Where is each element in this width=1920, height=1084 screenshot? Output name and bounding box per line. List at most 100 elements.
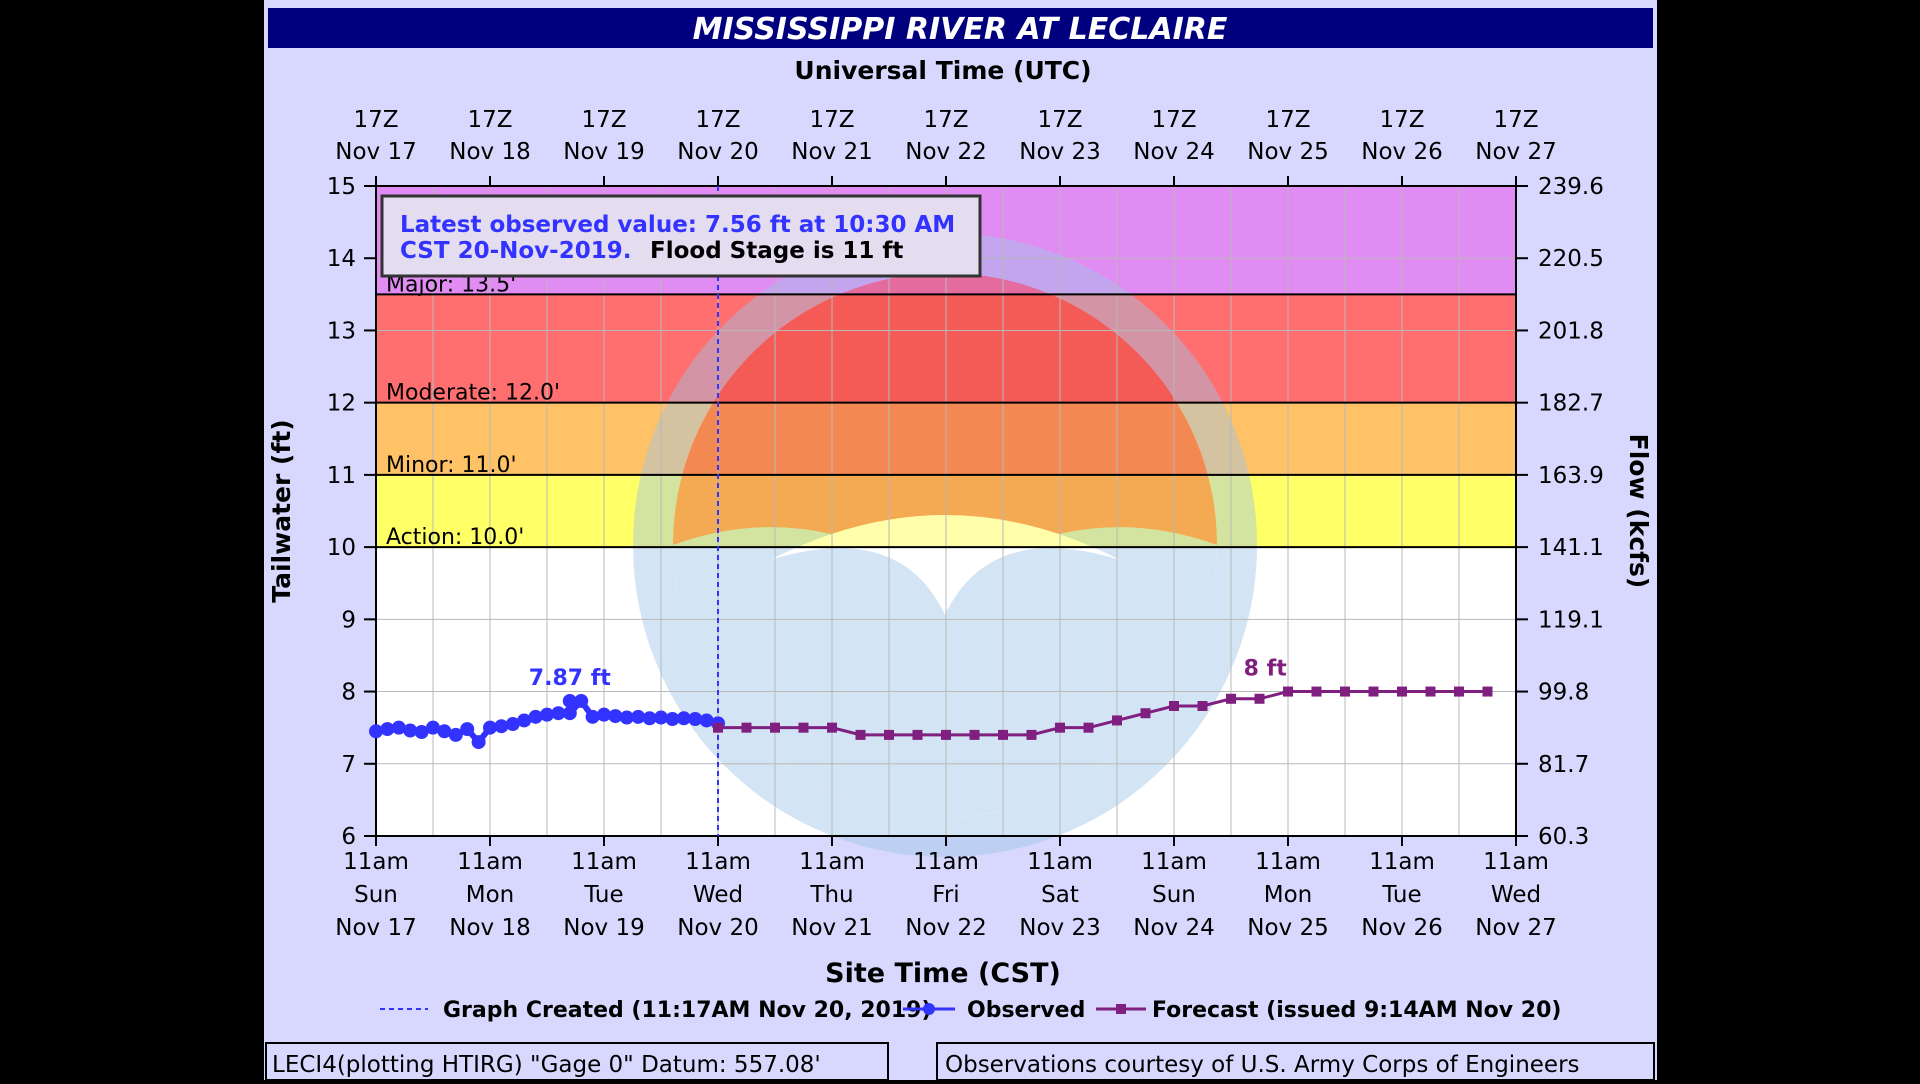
top-tick-time: 17Z (467, 107, 512, 133)
y-tick-label: 10 (327, 535, 356, 561)
y-axis-label: Tailwater (ft) (267, 419, 296, 602)
observed-point (619, 710, 634, 725)
forecast-point (1026, 729, 1037, 740)
legend-graph-created-label: Graph Created (11:17AM Nov 20, 2019) (443, 998, 932, 1023)
observed-point (642, 711, 657, 726)
y-tick-label: 12 (327, 391, 356, 417)
top-axis-title: Universal Time (UTC) (794, 56, 1091, 85)
bottom-tick-day: Thu (809, 882, 853, 908)
x-axis-label: Site Time (CST) (825, 958, 1061, 989)
forecast-point (798, 722, 809, 733)
forecast-point (884, 729, 894, 740)
forecast-point (1454, 686, 1464, 697)
observed-point (505, 717, 520, 732)
forecast-point (1254, 693, 1265, 704)
noaa-seal-bird (770, 515, 1120, 615)
top-tick-time: 17Z (695, 107, 740, 133)
legend-forecast-label: Forecast (issued 9:14AM Nov 20) (1152, 998, 1561, 1023)
noaa-seal-upper-half (673, 273, 1217, 585)
left-axis-ticks: 6 7 8 9 10 11 12 13 14 15 (327, 174, 376, 850)
bottom-tick-day: Sun (1152, 882, 1196, 908)
chart-title: MISSISSIPPI RIVER AT LECLAIRE (693, 12, 1228, 47)
bottom-tick-day: Mon (466, 882, 515, 908)
bottom-tick-date: Nov 22 (905, 915, 986, 941)
y2-tick-label: 60.3 (1538, 824, 1589, 850)
observed-point (369, 724, 383, 739)
observed-point (471, 735, 486, 750)
top-tick-date: Nov 18 (449, 139, 530, 165)
forecast-point (855, 729, 866, 740)
observed-point (585, 709, 600, 724)
forecast-point (1112, 715, 1122, 726)
observed-point (665, 712, 680, 726)
series-forecast: 8 ft (713, 657, 1493, 740)
y2-axis-label: Flow (kcfs) (1624, 434, 1653, 589)
observed-point (676, 711, 691, 726)
flood-label-action: Action: 10.0' (386, 525, 524, 550)
bottom-tick-date: Nov 19 (563, 915, 644, 941)
noaa-watermark (633, 233, 1257, 857)
top-tick-date: Nov 19 (563, 139, 644, 165)
bottom-tick-date: Nov 23 (1019, 915, 1100, 941)
top-tick-time: 17Z (1493, 107, 1538, 133)
y-tick-label: 15 (327, 174, 356, 200)
bottom-tick-date: Nov 20 (677, 915, 758, 941)
series-layer: 7.87 ft 8 ft (369, 657, 1493, 750)
bottom-axis-ticks: 11am Sun Nov 17 11am Mon Nov 18 11am Tue Nov 19 1… (335, 836, 1557, 941)
top-tick-date: Nov 27 (1475, 139, 1556, 165)
y-tick-label: 8 (341, 680, 356, 706)
top-tick-time: 17Z (353, 107, 398, 133)
bottom-tick-day: Sun (354, 882, 398, 908)
bottom-tick-date: Nov 27 (1475, 915, 1556, 941)
bottom-tick-time: 11am (799, 849, 865, 875)
bottom-tick-time: 11am (1255, 849, 1321, 875)
y-tick-label: 13 (327, 318, 356, 344)
bottom-tick-day: Sat (1041, 882, 1079, 908)
series-observed-max-label: 7.87 ft (529, 666, 612, 691)
y-tick-label: 11 (327, 463, 356, 489)
y-tick-label: 6 (341, 824, 356, 850)
right-axis-ticks: 60.3 81.7 99.8 119.1 141.1 163.9 182.7 201.8 220… (1516, 174, 1604, 850)
observed-point (380, 722, 395, 737)
top-tick-date: Nov 17 (335, 139, 416, 165)
forecast-point (1055, 722, 1065, 733)
y2-tick-label: 182.7 (1538, 391, 1604, 417)
top-tick-time: 17Z (1379, 107, 1424, 133)
forecast-point (941, 729, 951, 740)
observed-point (574, 693, 589, 708)
bottom-tick-day: Tue (583, 882, 623, 908)
y2-tick-label: 220.5 (1538, 246, 1604, 272)
observed-point (597, 707, 611, 722)
top-tick-time: 17Z (1265, 107, 1310, 133)
forecast-point (1140, 708, 1151, 719)
observed-max-point (562, 693, 577, 708)
bottom-tick-time: 11am (1027, 849, 1093, 875)
y2-tick-label: 99.8 (1538, 680, 1589, 706)
observed-point (448, 727, 463, 742)
forecast-point (1340, 686, 1350, 697)
observed-point (460, 722, 475, 737)
series-forecast-line (718, 690, 1488, 737)
forecast-point (770, 722, 780, 733)
top-tick-time: 17Z (1037, 107, 1082, 133)
y2-tick-label: 163.9 (1538, 463, 1604, 489)
legend-observed-marker (923, 1003, 935, 1015)
y2-tick-label: 141.1 (1538, 535, 1604, 561)
top-tick-time: 17Z (809, 107, 854, 133)
footer-left-text: LECI4(plotting HTIRG) "Gage 0" Datum: 55… (272, 1052, 821, 1078)
flood-label-moderate: Moderate: 12.0' (386, 381, 560, 406)
observed-point (494, 719, 509, 734)
top-tick-date: Nov 25 (1247, 139, 1328, 165)
forecast-point (1169, 701, 1179, 711)
forecast-point (741, 722, 752, 733)
bottom-tick-day: Wed (693, 882, 743, 908)
bottom-tick-date: Nov 21 (791, 915, 872, 941)
info-box-line2-date: CST 20-Nov-2019. (400, 238, 631, 264)
flood-label-minor: Minor: 11.0' (386, 453, 517, 478)
top-tick-date: Nov 22 (905, 139, 986, 165)
observed-point (654, 710, 668, 725)
forecast-point (713, 722, 723, 733)
footer-right-box (936, 1042, 1655, 1081)
top-tick-time: 17Z (923, 107, 968, 133)
bottom-tick-time: 11am (913, 849, 979, 875)
